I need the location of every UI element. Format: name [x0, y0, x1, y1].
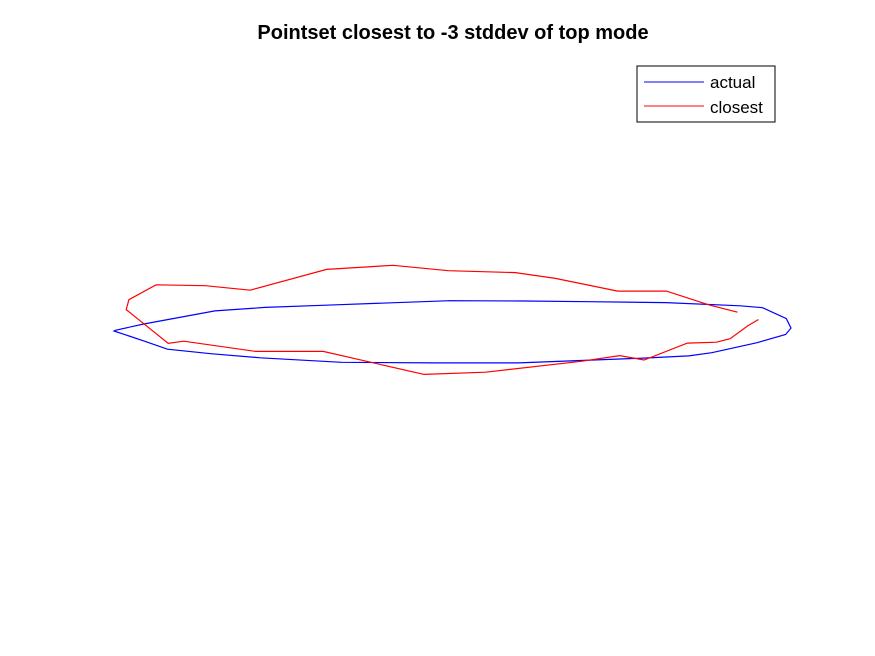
chart-title: Pointset closest to -3 stddev of top mod… — [257, 22, 648, 44]
legend-label-actual: actual — [710, 73, 755, 92]
legend: actual closest — [636, 65, 776, 123]
series-line-closest — [125, 264, 759, 376]
legend-label-closest: closest — [710, 98, 763, 117]
plot-area — [112, 264, 792, 376]
legend-box — [636, 65, 776, 123]
series-line-actual — [112, 300, 792, 364]
